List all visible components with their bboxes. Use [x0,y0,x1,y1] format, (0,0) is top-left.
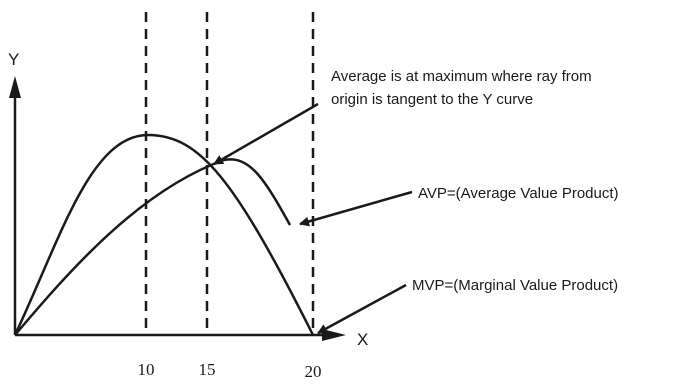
tangent-note-arrow [213,102,319,166]
x-axis-arrowhead [322,329,346,341]
x-tick-10: 10 [138,360,155,379]
avp-label-arrow [299,190,413,227]
mvp-curve [13,133,315,336]
y-axis-label: Y [8,50,19,69]
x-tick-15: 15 [199,360,216,379]
tangent-note-line-1: Average is at maximum where ray from [331,68,592,85]
mvp-label: MVP=(Marginal Value Product) [412,277,618,294]
tangent-note-line-2: origin is tangent to the Y curve [331,91,533,108]
mvp-label-arrow [317,283,407,335]
avp-label: AVP=(Average Value Product) [418,185,619,202]
x-tick-20: 20 [305,362,322,381]
avp-curve [14,158,292,336]
x-axis-label: X [357,330,368,349]
y-axis-arrowhead [9,76,21,98]
